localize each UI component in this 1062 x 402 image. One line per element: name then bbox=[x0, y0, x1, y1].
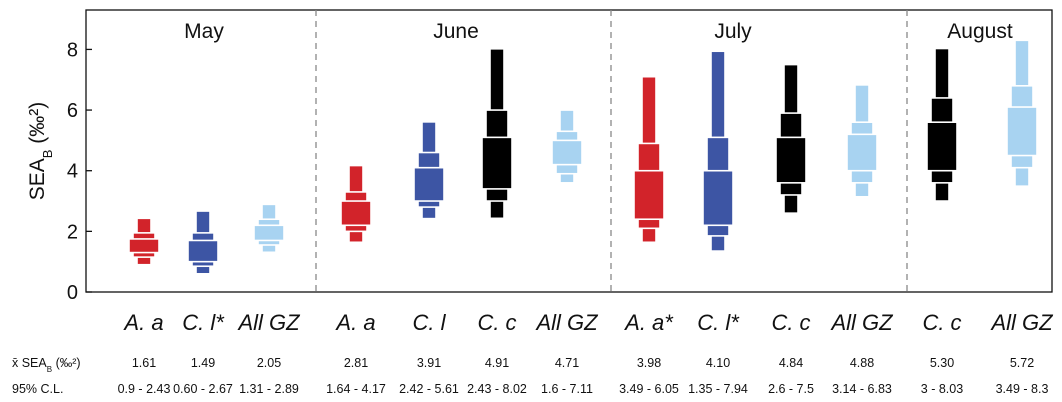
month-label: July bbox=[714, 20, 752, 43]
summary-rows: x̄ SEAB (‰²) 95% C.L. 1.61 0.9 - 2.43 1.49 0.… bbox=[12, 356, 1048, 396]
box-4 bbox=[413, 121, 445, 220]
y-axis: 0 2 4 6 8 SEAB (‰²) bbox=[26, 39, 92, 304]
category-label: A. a bbox=[334, 310, 375, 335]
ci-50-box bbox=[187, 239, 219, 263]
ci-50-box bbox=[775, 136, 807, 184]
category-label: C. c bbox=[771, 310, 810, 335]
month-label: August bbox=[947, 20, 1013, 43]
ci-value: 1.31 - 2.89 bbox=[239, 382, 299, 396]
ci-value: 0.9 - 2.43 bbox=[118, 382, 171, 396]
ci-50-box bbox=[481, 136, 513, 190]
box-8 bbox=[702, 50, 734, 252]
plot-frame bbox=[85, 9, 1053, 293]
box-11 bbox=[926, 47, 958, 202]
mean-value: 1.61 bbox=[132, 356, 156, 370]
mean-value: 4.10 bbox=[706, 356, 730, 370]
mean-value: 3.98 bbox=[637, 356, 661, 370]
mean-value: 1.49 bbox=[191, 356, 215, 370]
category-labels: A. a C. l* All GZ A. a C. l C. c All GZ A. a* C.… bbox=[122, 310, 1054, 335]
ci-value: 2.43 - 8.02 bbox=[467, 382, 527, 396]
ci-value: 2.42 - 5.61 bbox=[399, 382, 459, 396]
ci-50-box bbox=[340, 200, 372, 227]
month-label: May bbox=[184, 20, 224, 43]
category-label: C. c bbox=[922, 310, 961, 335]
box-9 bbox=[775, 63, 807, 214]
y-axis-label: SEAB (‰²) bbox=[26, 102, 55, 201]
box-0 bbox=[128, 217, 160, 266]
ci-50-box bbox=[413, 166, 445, 202]
category-label: C. c bbox=[477, 310, 516, 335]
mean-value: 5.72 bbox=[1010, 356, 1034, 370]
ci-value: 2.6 - 7.5 bbox=[768, 382, 814, 396]
ci-value: 3.14 - 6.83 bbox=[832, 382, 892, 396]
ci-value: 1.6 - 7.11 bbox=[541, 382, 593, 396]
ci-50-box bbox=[926, 121, 958, 172]
ci-value: 1.64 - 4.17 bbox=[326, 382, 386, 396]
category-label: C. l bbox=[413, 310, 447, 335]
category-label: C. l* bbox=[182, 310, 225, 335]
ci-50-box bbox=[633, 169, 665, 221]
mean-value: 2.81 bbox=[344, 356, 368, 370]
y-tick-label: 8 bbox=[67, 39, 78, 61]
plot-border bbox=[85, 9, 1053, 293]
y-tick-label: 2 bbox=[67, 221, 78, 243]
mean-value: 3.91 bbox=[417, 356, 441, 370]
ci-value: 3.49 - 6.05 bbox=[619, 382, 679, 396]
ci-50-box bbox=[253, 224, 285, 242]
category-label: All GZ bbox=[236, 310, 301, 335]
box-1 bbox=[187, 210, 219, 275]
category-label: All GZ bbox=[989, 310, 1054, 335]
box-6 bbox=[551, 109, 583, 184]
category-label: C. l* bbox=[697, 310, 740, 335]
box-2 bbox=[253, 203, 285, 254]
box-5 bbox=[481, 48, 513, 220]
mean-value: 2.05 bbox=[257, 356, 281, 370]
ci-value: 3.49 - 8.3 bbox=[996, 382, 1049, 396]
month-label: June bbox=[433, 20, 479, 43]
mean-value: 4.88 bbox=[850, 356, 874, 370]
box-series bbox=[128, 39, 1038, 275]
month-groups: May June July August bbox=[184, 10, 1013, 292]
ci-50-box bbox=[1006, 106, 1038, 157]
y-tick-label: 0 bbox=[67, 282, 78, 304]
box-10 bbox=[846, 84, 878, 198]
box-7 bbox=[633, 75, 665, 244]
mean-value: 4.84 bbox=[779, 356, 803, 370]
mean-value: 4.91 bbox=[485, 356, 509, 370]
box-12 bbox=[1006, 39, 1038, 187]
ci-50-box bbox=[128, 238, 160, 254]
category-label: All GZ bbox=[829, 310, 894, 335]
ci-value: 0.60 - 2.67 bbox=[173, 382, 233, 396]
ci-row-label: 95% C.L. bbox=[12, 382, 63, 396]
mean-row-label: x̄ SEAB (‰²) bbox=[12, 356, 81, 374]
category-label: A. a* bbox=[623, 310, 674, 335]
ci-value: 3 - 8.03 bbox=[921, 382, 963, 396]
ci-50-box bbox=[846, 133, 878, 172]
mean-value: 4.71 bbox=[555, 356, 579, 370]
ci-50-box bbox=[551, 139, 583, 166]
y-tick-label: 6 bbox=[67, 100, 78, 122]
ci-50-box bbox=[702, 169, 734, 227]
category-label: A. a bbox=[122, 310, 163, 335]
category-label: All GZ bbox=[534, 310, 599, 335]
y-tick-label: 4 bbox=[67, 161, 78, 183]
ci-value: 1.35 - 7.94 bbox=[688, 382, 748, 396]
mean-value: 5.30 bbox=[930, 356, 954, 370]
box-3 bbox=[340, 164, 372, 244]
